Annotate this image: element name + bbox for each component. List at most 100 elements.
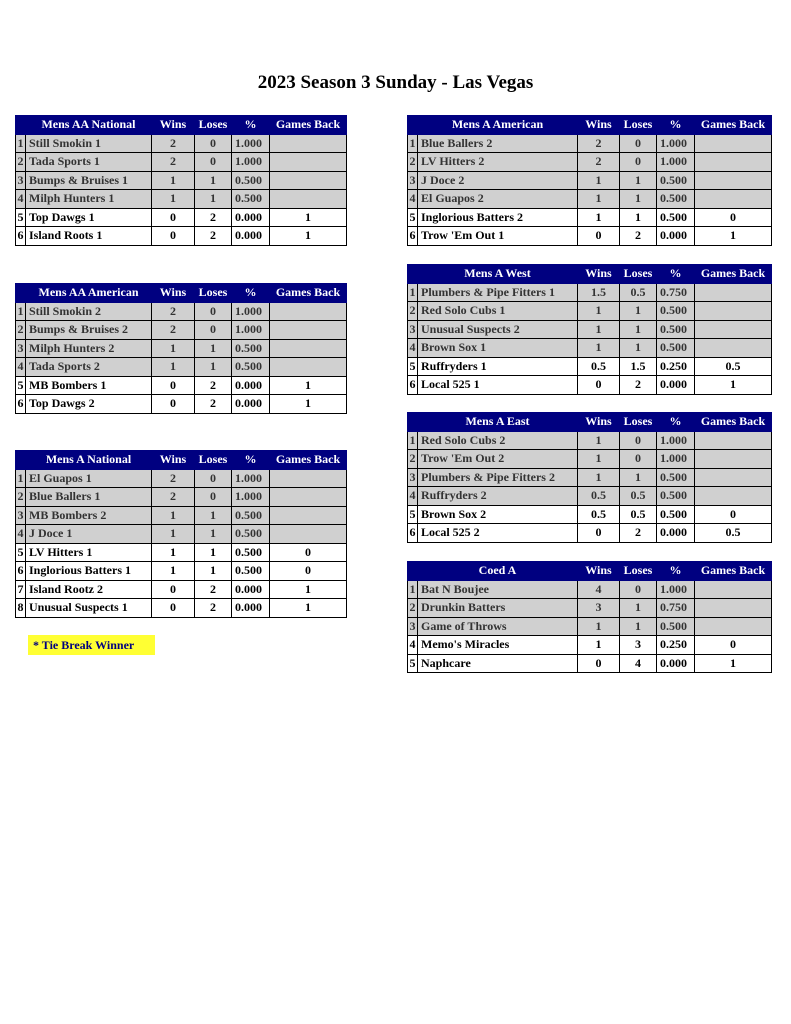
win-pct: 0.000: [656, 653, 695, 673]
team-name: Plumbers & Pipe Fitters 2: [417, 467, 578, 487]
wins: 2: [151, 320, 195, 340]
wins: 1: [151, 561, 195, 581]
win-pct: 0.500: [231, 357, 270, 377]
rank: 3: [15, 338, 26, 358]
wins: 3: [577, 598, 620, 618]
loses: 1: [194, 561, 232, 581]
loses: 0: [619, 430, 657, 450]
wins: 1: [151, 542, 195, 562]
table-row: 3 Bumps & Bruises 1 1 1 0.500: [15, 170, 347, 190]
loses: 2: [194, 579, 232, 599]
rank: 6: [407, 226, 418, 246]
team-name: El Guapos 2: [417, 189, 578, 209]
win-pct: 0.500: [656, 467, 695, 487]
team-name: Local 525 1: [417, 375, 578, 395]
win-pct: 0.500: [656, 486, 695, 506]
rank: 6: [15, 561, 26, 581]
wins: 0.5: [577, 356, 620, 376]
wins: 1: [151, 170, 195, 190]
standings-table-mens-a-west: Mens A West Wins Loses% Games Back 1 Plumbers…: [407, 264, 772, 395]
wins: 1: [577, 301, 620, 321]
column-header: %: [231, 450, 270, 470]
standings-table-coed-a: Coed A Wins Loses% Games Back 1 Bat N Boujee 4…: [407, 561, 772, 673]
loses: 1: [619, 170, 657, 190]
win-pct: 1.000: [231, 468, 270, 488]
games-back: 0: [694, 504, 772, 524]
column-header: Loses: [194, 283, 232, 303]
games-back: [269, 189, 347, 209]
table-row: 1 Plumbers & Pipe Fitters 1 1.5 0.5 0.750: [407, 282, 772, 302]
wins: 2: [151, 487, 195, 507]
games-back: [269, 468, 347, 488]
wins: 1.5: [577, 282, 620, 302]
win-pct: 1.000: [656, 579, 695, 599]
table-row: 2 LV Hitters 2 2 0 1.000: [407, 152, 772, 172]
team-name: Bat N Boujee: [417, 579, 578, 599]
table-row: 1 Red Solo Cubs 2 1 0 1.000: [407, 430, 772, 450]
column-header: Wins: [577, 264, 620, 284]
team-name: Ruffryders 1: [417, 356, 578, 376]
loses: 0.5: [619, 504, 657, 524]
loses: 2: [194, 207, 232, 227]
win-pct: 1.000: [656, 133, 695, 153]
table-row: 3 Game of Throws 1 1 0.500: [407, 616, 772, 636]
win-pct: 0.500: [231, 170, 270, 190]
table-row: 6 Island Roots 1 0 2 0.000 1: [15, 226, 347, 246]
loses: 1: [194, 505, 232, 525]
win-pct: 0.500: [231, 189, 270, 209]
team-name: Game of Throws: [417, 616, 578, 636]
table-header: Mens A East Wins Loses% Games Back: [407, 412, 772, 432]
win-pct: 0.500: [231, 524, 270, 544]
wins: 1: [151, 357, 195, 377]
column-header: Games Back: [694, 412, 772, 432]
loses: 1: [194, 170, 232, 190]
column-header: Wins: [577, 115, 620, 135]
loses: 1: [619, 301, 657, 321]
wins: 1: [577, 616, 620, 636]
wins: 0: [151, 207, 195, 227]
win-pct: 0.500: [656, 338, 695, 358]
team-name: MB Bombers 2: [25, 505, 152, 525]
wins: 0: [151, 375, 195, 395]
rank: 2: [407, 449, 418, 469]
table-row: 3 Unusual Suspects 2 1 1 0.500: [407, 319, 772, 339]
rank: 2: [407, 152, 418, 172]
page-title: 2023 Season 3 Sunday - Las Vegas: [257, 72, 534, 93]
win-pct: 0.000: [231, 394, 270, 414]
win-pct: 0.000: [231, 579, 270, 599]
games-back: 1: [269, 579, 347, 599]
wins: 1: [577, 319, 620, 339]
column-header: Wins: [151, 283, 195, 303]
rank: 3: [407, 467, 418, 487]
rank: 1: [407, 133, 418, 153]
rank: 6: [407, 523, 418, 543]
loses: 1: [619, 467, 657, 487]
rank: 8: [15, 598, 26, 618]
table-row: 4 Memo's Miracles 1 3 0.250 0: [407, 635, 772, 655]
rank: 1: [15, 301, 26, 321]
rank: 3: [407, 616, 418, 636]
table-row: 2 Blue Ballers 1 2 0 1.000: [15, 487, 347, 507]
wins: 1: [577, 635, 620, 655]
wins: 2: [151, 133, 195, 153]
rank: 4: [407, 189, 418, 209]
team-name: Unusual Suspects 1: [25, 598, 152, 618]
column-header: Games Back: [269, 115, 347, 135]
team-name: Still Smokin 2: [25, 301, 152, 321]
table-header: Mens A West Wins Loses% Games Back: [407, 264, 772, 284]
loses: 2: [619, 523, 657, 543]
division-name: Mens A East: [417, 412, 578, 432]
loses: 1.5: [619, 356, 657, 376]
table-row: 3 MB Bombers 2 1 1 0.500: [15, 505, 347, 525]
loses: 1: [619, 338, 657, 358]
wins: 2: [151, 468, 195, 488]
win-pct: 0.500: [231, 561, 270, 581]
win-pct: 0.750: [656, 598, 695, 618]
column-header: Loses: [194, 450, 232, 470]
wins: 0: [151, 394, 195, 414]
table-row: 1 Still Smokin 1 2 0 1.000: [15, 133, 347, 153]
games-back: [694, 486, 772, 506]
win-pct: 0.500: [656, 207, 695, 227]
column-header: Loses: [194, 115, 232, 135]
win-pct: 0.250: [656, 635, 695, 655]
